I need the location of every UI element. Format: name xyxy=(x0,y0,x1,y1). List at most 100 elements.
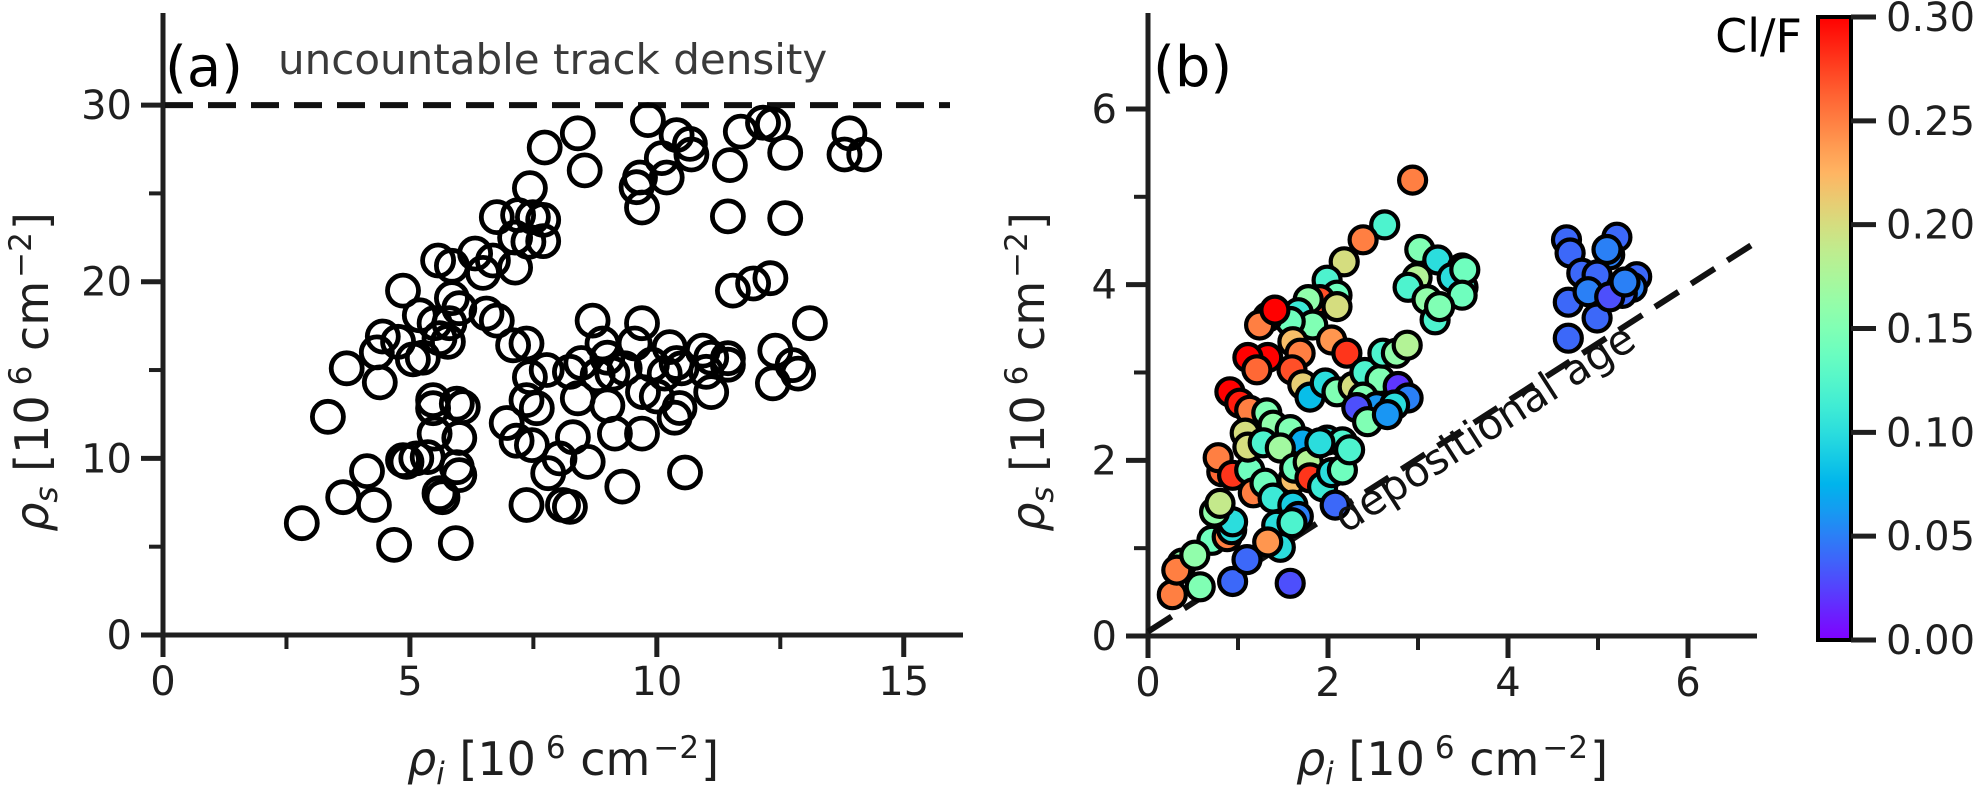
data-point-a xyxy=(767,200,804,237)
data-point-b xyxy=(1396,164,1429,196)
data-point-a xyxy=(498,422,535,459)
data-point-a xyxy=(792,305,828,342)
data-point-a xyxy=(545,487,581,523)
data-point-a xyxy=(309,398,346,435)
data-point-a xyxy=(589,339,626,376)
panel-b-points xyxy=(1156,164,1653,611)
x-tick-label: 10 xyxy=(631,659,682,705)
data-point-a xyxy=(488,405,525,441)
axis-label-part: ] xyxy=(5,212,59,230)
axis-label-part: 6 xyxy=(999,366,1035,386)
colorbar: 0.30 0.25 0.20 0.15 0.10 0.05 0.00 xyxy=(1816,0,1975,664)
axis-label-part: i xyxy=(1325,756,1334,791)
data-point-b xyxy=(1321,291,1353,323)
panel-a-points xyxy=(283,102,883,563)
data-point-a xyxy=(715,272,751,309)
y-tick-label: 6 xyxy=(1092,87,1117,133)
axis-label-part: i xyxy=(436,756,445,791)
data-point-b xyxy=(1333,434,1366,466)
data-point-b xyxy=(1184,571,1216,603)
data-point-b xyxy=(1179,539,1211,571)
x-tick-label: 6 xyxy=(1675,660,1700,706)
data-point-b xyxy=(1156,579,1188,611)
x-tick-label: 4 xyxy=(1495,660,1520,706)
data-point-a xyxy=(831,115,868,152)
uncountable-annotation: uncountable track density xyxy=(278,35,827,84)
axis-label-part: 6 xyxy=(546,730,566,766)
data-point-a xyxy=(752,260,789,297)
data-point-a xyxy=(416,415,453,452)
data-point-b xyxy=(1252,526,1284,558)
y-tick-label: 20 xyxy=(81,260,132,306)
data-point-a xyxy=(693,374,730,411)
data-point-a xyxy=(355,487,392,523)
y-tick-label: 2 xyxy=(1092,438,1117,484)
data-point-a xyxy=(663,350,700,387)
panel-b-ylabel: ρs [10 6 cm−2] xyxy=(999,212,1061,532)
axis-label-part: [10 xyxy=(445,732,536,786)
data-point-a xyxy=(710,198,746,235)
data-point-b xyxy=(1231,543,1263,576)
data-point-a xyxy=(518,390,555,427)
data-point-a xyxy=(508,382,545,419)
data-point-b xyxy=(1204,487,1236,519)
axis-label-part: cm xyxy=(566,732,651,786)
data-point-b xyxy=(1591,233,1623,266)
y-tick-label: 0 xyxy=(1092,614,1117,660)
axis-label-part: 6 xyxy=(3,366,39,386)
data-point-a xyxy=(424,479,461,516)
depositional-age-dashed-line xyxy=(1146,241,1755,635)
data-point-a xyxy=(604,468,641,505)
axis-label-part: −2 xyxy=(999,232,1035,278)
panel-a-axes: 0 5 10 15 0 10 20 30 xyxy=(81,13,963,705)
colorbar-tick-label: 0.25 xyxy=(1886,99,1975,145)
axis-label-part: ρ xyxy=(407,732,436,786)
data-point-a xyxy=(508,325,545,362)
data-point-a xyxy=(780,355,816,392)
axis-label-part: cm xyxy=(5,281,59,366)
data-point-b xyxy=(1369,209,1401,241)
data-point-a xyxy=(559,115,596,152)
data-point-a xyxy=(826,136,863,173)
data-point-b xyxy=(1391,329,1423,361)
colorbar-tick-label: 0.00 xyxy=(1886,618,1975,664)
data-point-b xyxy=(1423,291,1456,323)
axis-label-part: cm xyxy=(1001,281,1055,366)
data-point-a xyxy=(646,355,683,392)
data-point-a xyxy=(349,453,385,490)
data-point-a xyxy=(525,223,562,260)
axis-label-part: ] xyxy=(1001,212,1055,230)
y-tick-label: 4 xyxy=(1092,263,1117,309)
data-point-a xyxy=(398,440,435,477)
axis-label-part: ρ xyxy=(1296,732,1325,786)
data-point-a xyxy=(385,272,421,309)
data-point-a xyxy=(846,136,883,173)
data-point-a xyxy=(597,415,633,452)
data-point-a xyxy=(528,352,565,388)
data-point-b xyxy=(1274,567,1306,599)
x-tick-label: 0 xyxy=(150,659,175,705)
data-point-b xyxy=(1319,489,1351,521)
data-point-a xyxy=(376,527,413,563)
data-point-a xyxy=(566,152,603,189)
x-tick-label: 5 xyxy=(397,659,422,705)
panel-a-ylabel: ρs [10 6 cm−2] xyxy=(3,212,65,532)
axis-label-part: [10 xyxy=(5,395,59,486)
axis-label-part: [10 xyxy=(1334,732,1425,786)
y-tick-label: 30 xyxy=(81,83,132,129)
axis-label-part: ] xyxy=(1590,732,1608,786)
colorbar-tick-label: 0.10 xyxy=(1886,410,1975,456)
data-point-b xyxy=(1216,565,1249,598)
data-point-a xyxy=(667,454,703,491)
data-point-a xyxy=(478,199,515,236)
data-point-b xyxy=(1449,254,1481,286)
data-point-a xyxy=(433,280,470,317)
axis-label-part: 6 xyxy=(1435,730,1455,766)
data-point-b xyxy=(1241,354,1273,386)
data-point-a xyxy=(526,129,563,166)
data-point-b xyxy=(1259,294,1291,326)
panel-b-xlabel: ρi [10 6 cm−2] xyxy=(1296,730,1608,791)
axis-label-part: ρ xyxy=(5,503,59,532)
